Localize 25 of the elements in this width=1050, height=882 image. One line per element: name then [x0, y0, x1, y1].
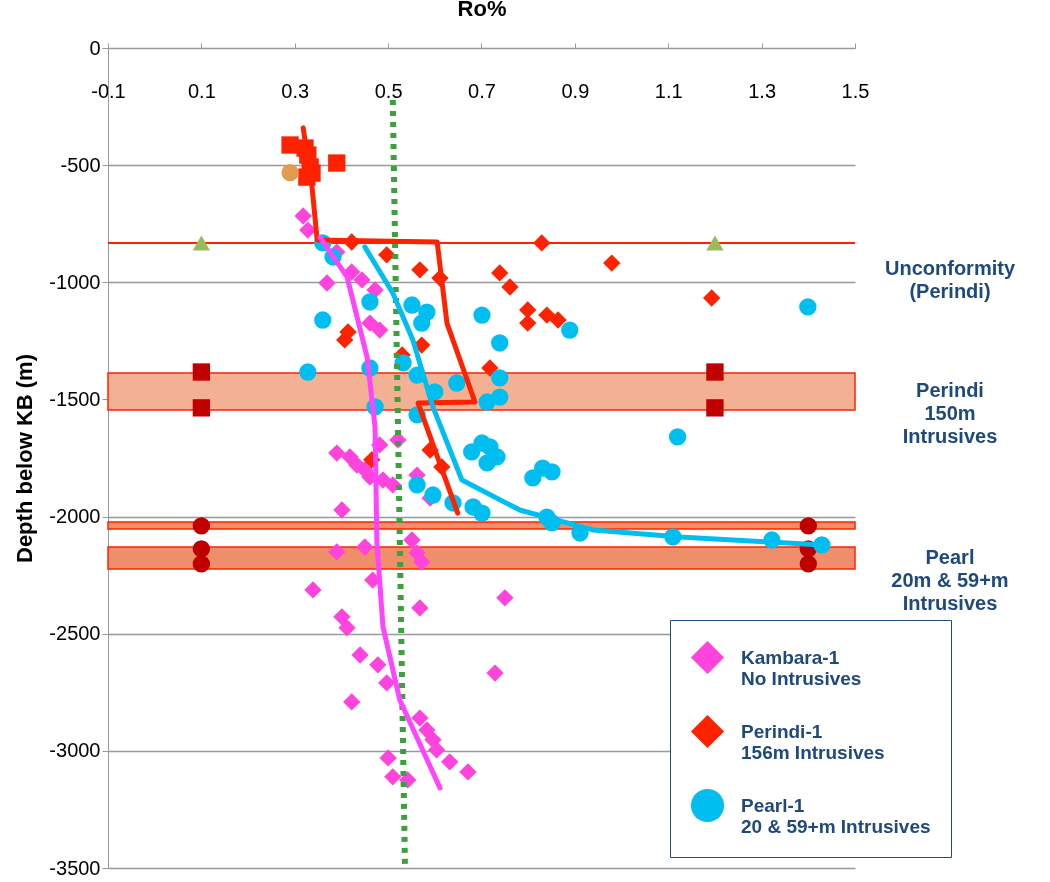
legend-label: Pearl-1 20 & 59+m Intrusives: [741, 794, 931, 837]
x-tick-label: 0.7: [468, 79, 496, 102]
x-tick-label: 0.3: [281, 79, 310, 102]
legend-label: Perindi-1 156m Intrusives: [741, 720, 885, 763]
y-tick-label: -1000: [49, 270, 101, 293]
band-label: Perindi 150m Intrusives: [902, 379, 998, 448]
x-axis-title: Ro%: [457, 0, 507, 21]
y-tick-label: 0: [89, 36, 101, 59]
x-tick-label: 1.1: [654, 79, 683, 102]
x-tick-label: 1.5: [841, 79, 870, 102]
x-tick-label: 0.5: [374, 79, 403, 102]
legend-label: Kambara-1 No Intrusives: [741, 646, 862, 689]
y-tick-label: -3500: [49, 856, 101, 879]
band-label: Pearl 20m & 59+m Intrusives: [891, 546, 1009, 615]
y-tick-label: -2000: [49, 505, 101, 528]
x-tick-label: 0.1: [187, 79, 216, 102]
y-tick-label: -2500: [49, 622, 101, 645]
y-axis-title: Depth below KB (m): [12, 354, 38, 563]
x-tick-label: -0.1: [91, 79, 126, 102]
y-tick-label: -500: [60, 153, 101, 176]
ref-line-label: Unconformity (Perindi): [885, 256, 1016, 302]
y-tick-label: -3000: [49, 739, 101, 762]
y-tick-label: -1500: [49, 387, 101, 410]
x-tick-label: 1.3: [748, 79, 777, 102]
x-tick-label: 0.9: [561, 79, 590, 102]
